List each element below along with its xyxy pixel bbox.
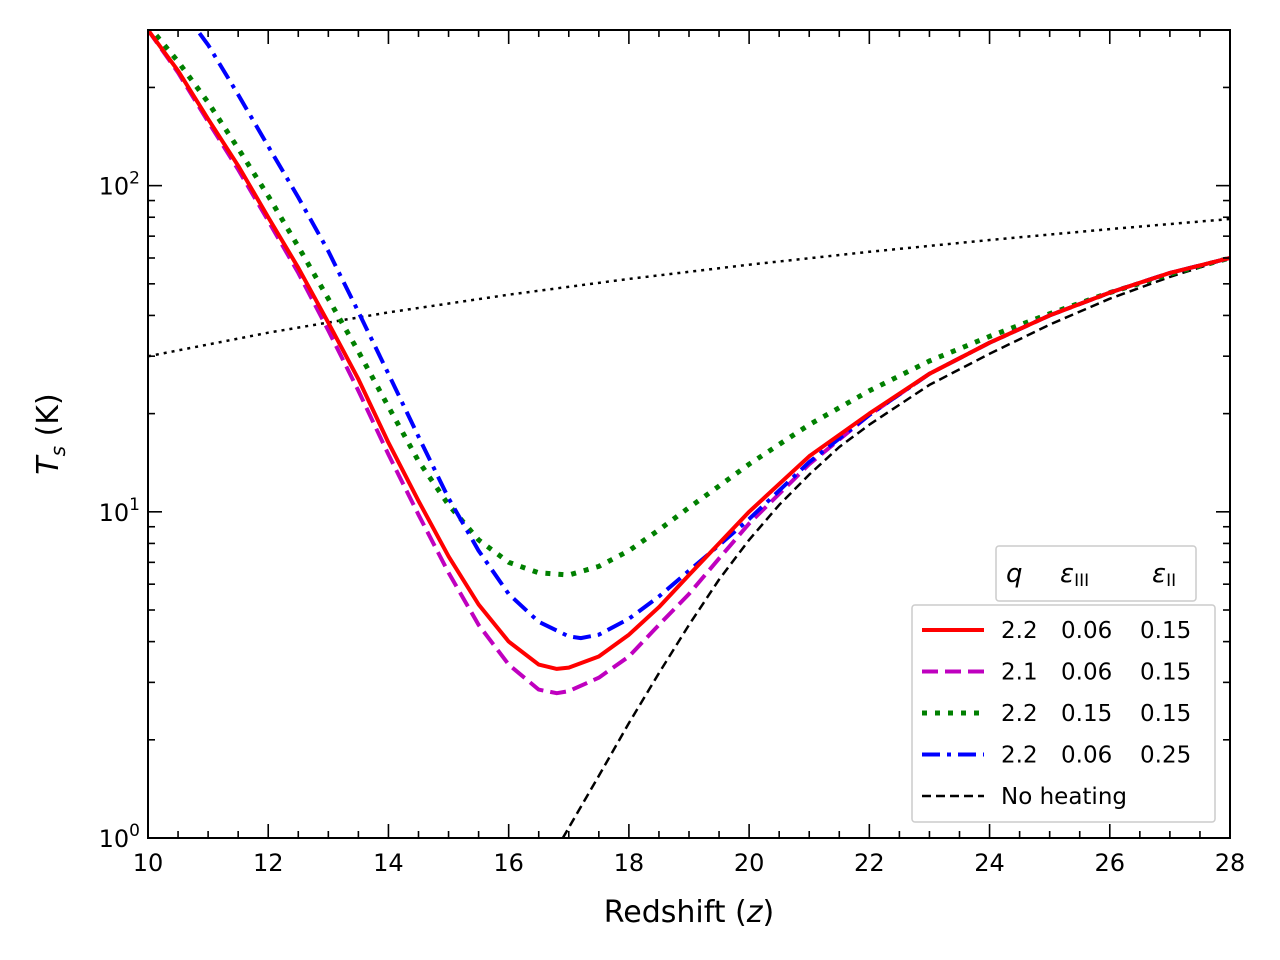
legend-eps-iii-value: 0.06	[1061, 743, 1112, 769]
legend-q-value: 2.2	[1001, 618, 1038, 644]
legend-entry: No heating	[1001, 784, 1127, 810]
legend-eps-iii-value: 0.15	[1061, 701, 1112, 727]
x-tick-label: 14	[373, 849, 404, 877]
legend-eps-ii-value: 0.25	[1140, 743, 1191, 769]
series-line-2-2-0-06-0-25	[194, 30, 1230, 641]
y-tick-label: 101	[99, 495, 140, 527]
legend-eps-iii-value: 0.06	[1061, 660, 1112, 686]
legend-q-value: 2.2	[1001, 743, 1038, 769]
legend-q-value: 2.1	[1001, 660, 1038, 686]
legend-header: q εIII εII	[995, 545, 1197, 602]
legend-entry: 2.1 0.06 0.15	[1001, 660, 1191, 686]
legend-entry: 2.2 0.06 0.15	[1001, 618, 1191, 644]
x-tick-label: 22	[854, 849, 885, 877]
legend-header-q: q	[1006, 559, 1023, 589]
x-axis-label: Redshift (z)	[604, 895, 774, 930]
legend-label: No heating	[1001, 784, 1127, 810]
legend-eps-ii-value: 0.15	[1140, 660, 1191, 686]
legend-entry: 2.2 0.06 0.25	[1001, 743, 1191, 769]
series-layer	[148, 30, 1230, 838]
x-tick-label: 24	[974, 849, 1005, 877]
x-tick-label: 26	[1095, 849, 1126, 877]
legend-header-eps-ii: εII	[1152, 559, 1176, 591]
x-tick-label: 16	[493, 849, 524, 877]
legend-eps-iii-value: 0.06	[1061, 618, 1112, 644]
legend-eps-ii-value: 0.15	[1140, 701, 1191, 727]
x-tick-label: 18	[614, 849, 645, 877]
ticks-layer: 10 12 14 16 18 20 22 24 26 28 100 101 102	[99, 29, 1246, 877]
legend-entry: 2.2 0.15 0.15	[1001, 701, 1191, 727]
legend: 2.2 0.06 0.15 2.1 0.06 0.15 2.2 0.15 0.15 2.2 0.06…	[911, 604, 1216, 823]
legend-header-eps-iii: εIII	[1060, 559, 1089, 591]
series-line-2-2-0-06-0-15	[148, 30, 1230, 671]
series-line-no-heating	[561, 256, 1230, 838]
y-axis-label: Ts (K)	[31, 393, 70, 474]
x-tick-label: 10	[133, 849, 164, 877]
x-tick-label: 20	[734, 849, 765, 877]
x-tick-label: 12	[253, 849, 284, 877]
series-line-2-2-0-15-0-15	[148, 30, 1230, 578]
x-tick-label: 28	[1215, 849, 1246, 877]
legend-eps-ii-value: 0.15	[1140, 618, 1191, 644]
y-tick-label: 102	[99, 169, 140, 201]
legend-q-value: 2.2	[1001, 701, 1038, 727]
y-tick-label: 100	[99, 821, 140, 853]
